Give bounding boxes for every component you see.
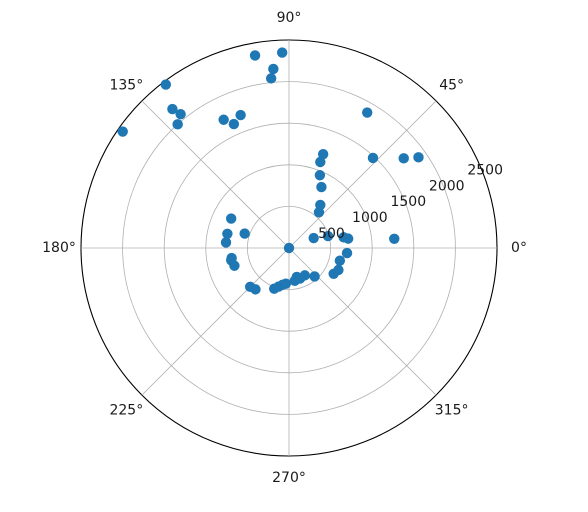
data-point xyxy=(334,255,346,266)
data-point xyxy=(309,271,320,282)
data-point xyxy=(317,148,329,160)
data-point xyxy=(315,156,326,168)
data-point xyxy=(398,153,409,164)
data-point xyxy=(413,152,424,163)
angular-tick-label: 45° xyxy=(439,77,464,93)
data-point xyxy=(229,260,240,271)
data-point xyxy=(265,73,277,84)
angular-grid-line xyxy=(141,247,290,396)
data-point xyxy=(322,230,334,242)
radial-tick-label: 1500 xyxy=(390,194,426,210)
data-point xyxy=(341,247,353,259)
angular-tick-label: 225° xyxy=(109,403,143,419)
angular-tick-label: 0° xyxy=(511,240,527,256)
data-point xyxy=(283,242,295,254)
data-point xyxy=(167,103,178,115)
data-point xyxy=(160,79,172,90)
data-points xyxy=(117,47,424,295)
data-point xyxy=(362,107,373,118)
angular-tick-label: 90° xyxy=(277,10,302,26)
data-point xyxy=(235,109,246,121)
data-point xyxy=(228,118,240,130)
data-point xyxy=(117,126,128,137)
angular-tick-label: 180° xyxy=(42,240,76,256)
data-point xyxy=(367,152,379,164)
angular-grid-line xyxy=(288,247,437,396)
radial-tick-label: 2000 xyxy=(429,178,465,194)
angular-grid-line xyxy=(288,100,437,249)
data-point xyxy=(316,181,327,193)
data-point xyxy=(338,232,349,243)
data-point xyxy=(280,278,292,289)
data-point xyxy=(389,233,400,244)
data-point xyxy=(225,213,237,224)
data-point xyxy=(222,228,233,239)
data-point xyxy=(314,170,326,181)
data-point xyxy=(175,108,186,120)
data-point xyxy=(315,199,326,211)
angular-tick-label: 270° xyxy=(272,470,306,486)
radial-tick-label: 2500 xyxy=(467,162,503,178)
data-point xyxy=(276,47,288,58)
data-point xyxy=(218,114,229,125)
data-point xyxy=(333,264,344,276)
data-point xyxy=(268,63,279,75)
data-point xyxy=(172,119,183,130)
angular-grid-line xyxy=(141,100,290,249)
angular-tick-label: 135° xyxy=(109,77,143,93)
radial-tick-label: 500 xyxy=(318,226,345,242)
data-point xyxy=(299,270,311,281)
data-point xyxy=(249,50,261,61)
radial-tick-label: 1000 xyxy=(352,210,388,226)
data-point xyxy=(308,232,319,244)
tick-labels: 0°45°90°135°180°225°270°315°500100015002… xyxy=(42,10,527,486)
data-point xyxy=(239,228,250,239)
angular-tick-label: 315° xyxy=(435,403,469,419)
data-point xyxy=(250,284,261,295)
data-point xyxy=(220,237,232,248)
